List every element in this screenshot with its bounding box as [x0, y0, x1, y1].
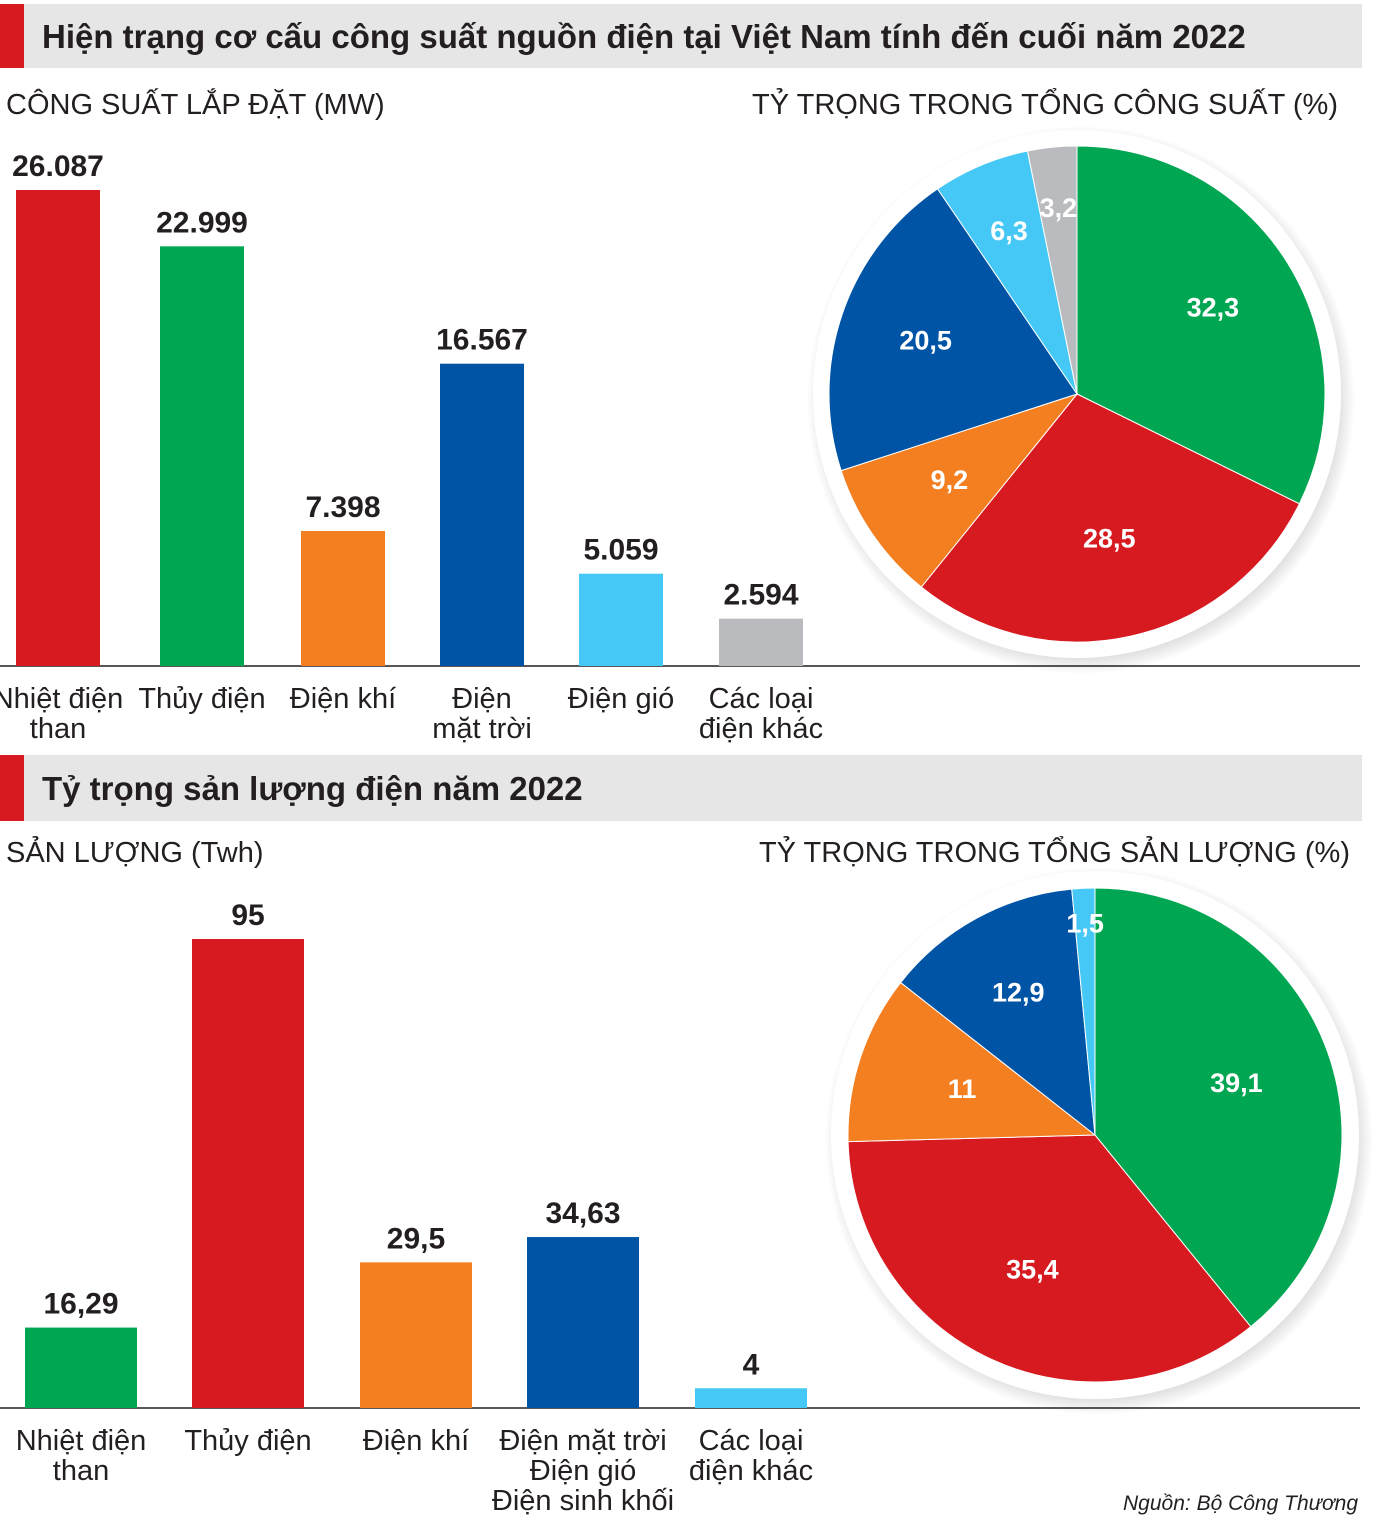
- bar-value-label: 16,29: [43, 1288, 118, 1321]
- section-1-title: Hiện trạng cơ cấu công suất nguồn điện t…: [42, 18, 1246, 55]
- bar-value-label: 29,5: [387, 1222, 445, 1255]
- pie-slice: [920, 393, 1301, 643]
- source-note: Nguồn: Bộ Công Thương: [1123, 1492, 1358, 1515]
- pie-slice: [840, 393, 1079, 588]
- category-label: Điện gió: [568, 683, 674, 715]
- category-label: điện khác: [689, 1455, 813, 1487]
- category-label: Các loại: [699, 1425, 804, 1457]
- pie-value-label: 28,5: [1083, 524, 1136, 554]
- pie-value-label: 1,5: [1066, 908, 1104, 938]
- pie-value-label: 20,5: [899, 325, 952, 355]
- pie-value-label: 6,3: [990, 216, 1028, 246]
- bar-value-label: 95: [231, 899, 264, 932]
- bar: [360, 1262, 472, 1408]
- category-label: mặt trời: [432, 713, 532, 745]
- section-1-header: Hiện trạng cơ cấu công suất nguồn điện t…: [0, 4, 1362, 68]
- pie-value-label: 35,4: [1006, 1254, 1059, 1284]
- bar: [440, 363, 524, 666]
- bar-value-label: 26.087: [12, 150, 104, 183]
- category-label: Điện mặt trời: [499, 1425, 666, 1457]
- category-label: Thủy điện: [138, 683, 265, 715]
- pie-slice: [847, 981, 1097, 1143]
- header-accent-bar: [0, 755, 24, 821]
- bar: [301, 531, 385, 666]
- bar: [16, 190, 100, 666]
- category-label: Điện gió: [530, 1455, 636, 1487]
- pie-value-label: 9,2: [931, 465, 969, 495]
- bar-value-label: 34,63: [545, 1197, 620, 1230]
- bar: [160, 246, 244, 666]
- pie-slice: [1094, 887, 1343, 1328]
- bar: [25, 1327, 137, 1408]
- pie-chart-1: 32,3 28,5 9,2 20,5 6,3 3,2: [807, 126, 1355, 674]
- bar-value-label: 16.567: [436, 324, 528, 357]
- category-label: Nhiệt điện: [16, 1425, 147, 1457]
- bar-value-label: 2.594: [723, 579, 798, 612]
- bar-value-label: 7.398: [305, 491, 380, 524]
- bar-value-label: 5.059: [583, 534, 658, 567]
- pie-slice: [847, 1134, 1252, 1383]
- bar-value-label: 4: [743, 1348, 760, 1381]
- pie-value-label: 39,1: [1210, 1068, 1263, 1098]
- pie-chart-2: 39,1 35,4 11 12,9 1,5: [825, 867, 1373, 1415]
- bar: [719, 618, 803, 666]
- bar: [579, 573, 663, 666]
- pie-value-label: 11: [948, 1074, 977, 1104]
- pie-value-label: 12,9: [992, 978, 1045, 1008]
- category-label: than: [53, 1455, 109, 1487]
- bar-chart-2-ylabel: SẢN LƯỢNG (Twh): [6, 835, 264, 869]
- pie-slice: [1026, 145, 1078, 395]
- category-label: Các loại: [709, 683, 814, 715]
- category-label: than: [30, 713, 86, 745]
- pie-slice: [899, 888, 1096, 1137]
- category-label: Điện: [452, 683, 512, 715]
- section-2-title: Tỷ trọng sản lượng điện năm 2022: [42, 770, 583, 807]
- pie-chart-1-title: TỶ TRỌNG TRONG TỔNG CÔNG SUẤT (%): [752, 87, 1338, 121]
- section-2-header: Tỷ trọng sản lượng điện năm 2022: [0, 755, 1362, 821]
- bar-chart-1-ylabel: CÔNG SUẤT LẮP ĐẶT (MW): [6, 87, 385, 121]
- bar: [527, 1237, 639, 1408]
- pie-value-label: 3,2: [1040, 193, 1078, 223]
- category-label: điện khác: [699, 713, 823, 745]
- header-accent-bar: [0, 4, 24, 68]
- category-label: Thủy điện: [184, 1425, 311, 1457]
- category-label: Điện khí: [290, 683, 396, 715]
- category-label: Nhiệt điện: [0, 683, 123, 715]
- bar: [192, 939, 304, 1408]
- category-label: Điện sinh khối: [492, 1485, 674, 1517]
- pie-slice: [1076, 145, 1326, 505]
- pie-value-label: 32,3: [1187, 293, 1240, 323]
- pie-chart-2-title: TỶ TRỌNG TRONG TỔNG SẢN LƯỢNG (%): [759, 835, 1350, 869]
- pie-slice: [1071, 887, 1096, 1136]
- category-label: Điện khí: [363, 1425, 469, 1457]
- pie-slice: [828, 188, 1078, 472]
- bar-value-label: 22.999: [156, 206, 248, 239]
- bar: [695, 1388, 807, 1408]
